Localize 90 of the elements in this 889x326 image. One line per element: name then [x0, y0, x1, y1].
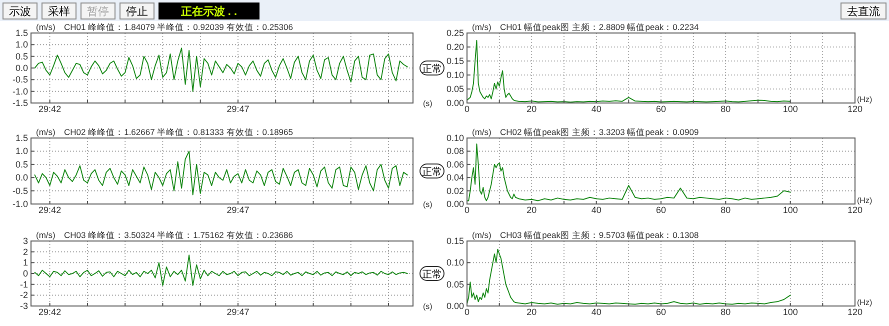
x-tick-label: 29:42	[38, 104, 62, 114]
x-axis-title: (s)	[423, 200, 433, 209]
y-tick-label: 0.10	[446, 258, 464, 268]
y-tick-label: -1.5	[12, 98, 28, 108]
y-axis-title: (m/s)	[36, 127, 56, 137]
x-tick-label: 40	[591, 104, 602, 114]
x-tick-label: 40	[591, 307, 602, 317]
y-tick-label: 0.08	[446, 146, 464, 156]
y-tick-label: 1.0	[15, 146, 28, 156]
text: 采样	[48, 5, 70, 18]
y-tick-label: 0.15	[446, 236, 464, 246]
x-tick-label: 60	[656, 104, 666, 114]
x-tick-label: 120	[847, 307, 863, 317]
x-tick-label: 29:47	[226, 307, 250, 317]
y-tick-label: -1.0	[12, 199, 28, 209]
x-tick-label: 100	[782, 205, 798, 215]
x-tick-label: 120	[847, 104, 863, 114]
line-series	[466, 40, 791, 103]
y-tick-label: 0.5	[15, 159, 28, 170]
y-tick-label: -1.0	[12, 86, 28, 96]
y-tick-label: 3	[22, 236, 28, 246]
x-axis-title: (Hz)	[857, 298, 872, 307]
x-tick-label: 29:42	[38, 205, 62, 215]
chart-title: CH01 峰峰值：1.84079 半峰值：0.92039 有效值：0.25306	[64, 22, 294, 32]
line-series	[34, 254, 408, 286]
y-tick-label: 0.10	[446, 133, 464, 143]
y-axis-title: (m/s)	[472, 127, 492, 137]
x-tick-label: 20	[526, 307, 537, 317]
y-tick-label: 1.0	[15, 40, 28, 50]
x-tick-label: 80	[720, 307, 731, 317]
y-tick-label: 1.5	[15, 28, 28, 38]
chart-title: CH02 峰峰值：1.62667 半峰值：0.81333 有效值：0.18965	[64, 127, 294, 137]
y-tick-label: 0.0	[15, 172, 28, 183]
y-tick-label: 0.20	[446, 42, 464, 52]
y-tick-label: 0.00	[446, 199, 464, 209]
text: 暂停	[87, 5, 109, 18]
line-series	[466, 248, 791, 305]
y-tick-label: -0.5	[12, 186, 28, 196]
x-tick-label: 20	[526, 104, 537, 114]
y-tick-label: 0.25	[446, 28, 464, 38]
y-axis-title: (m/s)	[472, 22, 492, 32]
x-axis-title: (s)	[423, 302, 433, 311]
text: 去直流	[847, 5, 880, 18]
y-axis-title: (m/s)	[36, 22, 56, 32]
text: 示波	[9, 5, 31, 18]
y-tick-label: 0.0	[15, 63, 28, 73]
y-tick-label: 1	[22, 258, 28, 268]
y-tick-label: 2	[22, 246, 28, 257]
text: 停止	[126, 5, 148, 18]
x-tick-label: 40	[591, 205, 602, 215]
y-tick-label: 0.15	[446, 56, 464, 66]
chart-title: CH01 幅值peak图 主频：2.8809 幅值peak：0.2234	[500, 22, 699, 32]
y-tick-label: -3	[20, 301, 28, 311]
chart-title: CH03 幅值peak图 主频：9.5703 幅值peak：0.1308	[500, 230, 699, 240]
x-axis-title: (Hz)	[857, 196, 872, 205]
x-tick-label: 60	[656, 205, 666, 215]
y-axis-title: (m/s)	[36, 230, 56, 240]
x-tick-label: 29:47	[226, 104, 250, 114]
x-tick-label: 29:42	[38, 307, 62, 317]
y-tick-label: 1.5	[15, 133, 28, 143]
y-tick-label: 0	[22, 268, 28, 278]
y-tick-label: 0.06	[446, 159, 464, 170]
y-tick-label: 0.00	[446, 98, 464, 108]
x-tick-label: 60	[656, 307, 666, 317]
y-axis-title: (m/s)	[472, 230, 492, 240]
x-tick-label: 20	[526, 205, 537, 215]
y-tick-label: 0.04	[446, 172, 464, 183]
line-series	[34, 48, 408, 92]
y-tick-label: -2	[20, 290, 28, 300]
y-tick-label: 0.10	[446, 70, 464, 80]
y-tick-label: 0.02	[446, 186, 464, 196]
y-tick-label: -1	[20, 279, 28, 290]
x-axis-title: (s)	[423, 99, 433, 108]
y-tick-label: 0.5	[15, 51, 28, 62]
chart-title: CH02 幅值peak图 主频：3.3203 幅值peak：0.0909	[500, 127, 699, 137]
x-axis-title: (Hz)	[857, 95, 872, 104]
x-tick-label: 80	[720, 205, 731, 215]
x-tick-label: 29:47	[226, 205, 250, 215]
chart-title: CH03 峰峰值：3.50324 半峰值：1.75162 有效值：0.23686	[64, 230, 294, 240]
x-tick-label: 120	[847, 205, 863, 215]
y-tick-label: 0.00	[446, 301, 464, 311]
text: 正在示波 . .	[180, 5, 238, 18]
y-tick-label: 0.05	[446, 279, 464, 290]
x-tick-label: 100	[782, 307, 798, 317]
line-series	[466, 144, 791, 202]
line-series	[34, 150, 408, 196]
y-tick-label: 0.05	[446, 84, 464, 94]
x-tick-label: 100	[782, 104, 798, 114]
y-tick-label: -0.5	[12, 74, 28, 85]
x-tick-label: 80	[720, 104, 731, 114]
